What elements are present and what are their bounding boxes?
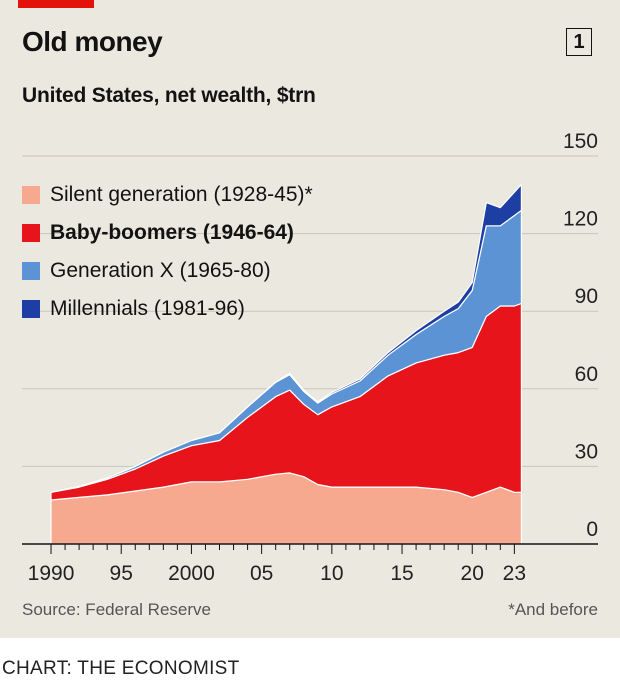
legend-swatch-silent	[22, 186, 40, 204]
source-note: Source: Federal Reserve	[22, 600, 211, 619]
legend-item-boomers: Baby-boomers (1946-64)	[22, 214, 313, 252]
x-tick-label-2000: 2000	[168, 562, 215, 585]
legend-label-genx: Generation X (1965-80)	[50, 259, 271, 282]
chart-subtitle: United States, net wealth, $trn	[22, 84, 316, 107]
stacked-area-chart: 0 30 60 90 120 150 1990 95 2000 05 10 15 20 23	[22, 130, 598, 585]
y-tick-label-30: 30	[575, 440, 598, 463]
x-tick-label-1995: 95	[110, 562, 133, 585]
y-tick-label-0: 0	[586, 518, 598, 541]
x-tick-label-2023: 23	[503, 562, 526, 585]
x-tick-label-2010: 10	[320, 562, 343, 585]
legend-item-millennials: Millennials (1981-96)	[22, 290, 313, 328]
legend-label-silent: Silent generation (1928-45)*	[50, 183, 313, 206]
legend-label-millennials: Millennials (1981-96)	[50, 297, 245, 320]
chart-title: Old money	[22, 26, 163, 57]
legend-label-boomers: Baby-boomers (1946-64)	[50, 221, 294, 244]
footnote: *And before	[508, 600, 598, 619]
series-areas	[50, 183, 522, 545]
area-millennials	[50, 183, 522, 493]
economist-red-tag	[18, 0, 94, 8]
legend-swatch-boomers	[22, 224, 40, 242]
legend-swatch-genx	[22, 262, 40, 280]
chart-credit: CHART: THE ECONOMIST	[2, 658, 240, 679]
legend-item-silent: Silent generation (1928-45)*	[22, 176, 313, 214]
y-tick-label-150: 150	[563, 130, 598, 153]
legend: Silent generation (1928-45)* Baby-boomer…	[22, 176, 313, 328]
x-tick-label-2005: 05	[250, 562, 273, 585]
axes: 0 30 60 90 120 150 1990 95 2000 05 10 15 20 23	[22, 130, 598, 585]
y-tick-label-120: 120	[563, 208, 598, 231]
legend-item-genx: Generation X (1965-80)	[22, 252, 313, 290]
x-tick-label-2020: 20	[461, 562, 484, 585]
y-tick-label-60: 60	[575, 363, 598, 386]
x-tick-label-2015: 15	[390, 562, 413, 585]
legend-swatch-millennials	[22, 300, 40, 318]
chart-number-badge: 1	[566, 28, 592, 56]
y-tick-label-90: 90	[575, 285, 598, 308]
x-tick-label-1990: 1990	[28, 562, 75, 585]
